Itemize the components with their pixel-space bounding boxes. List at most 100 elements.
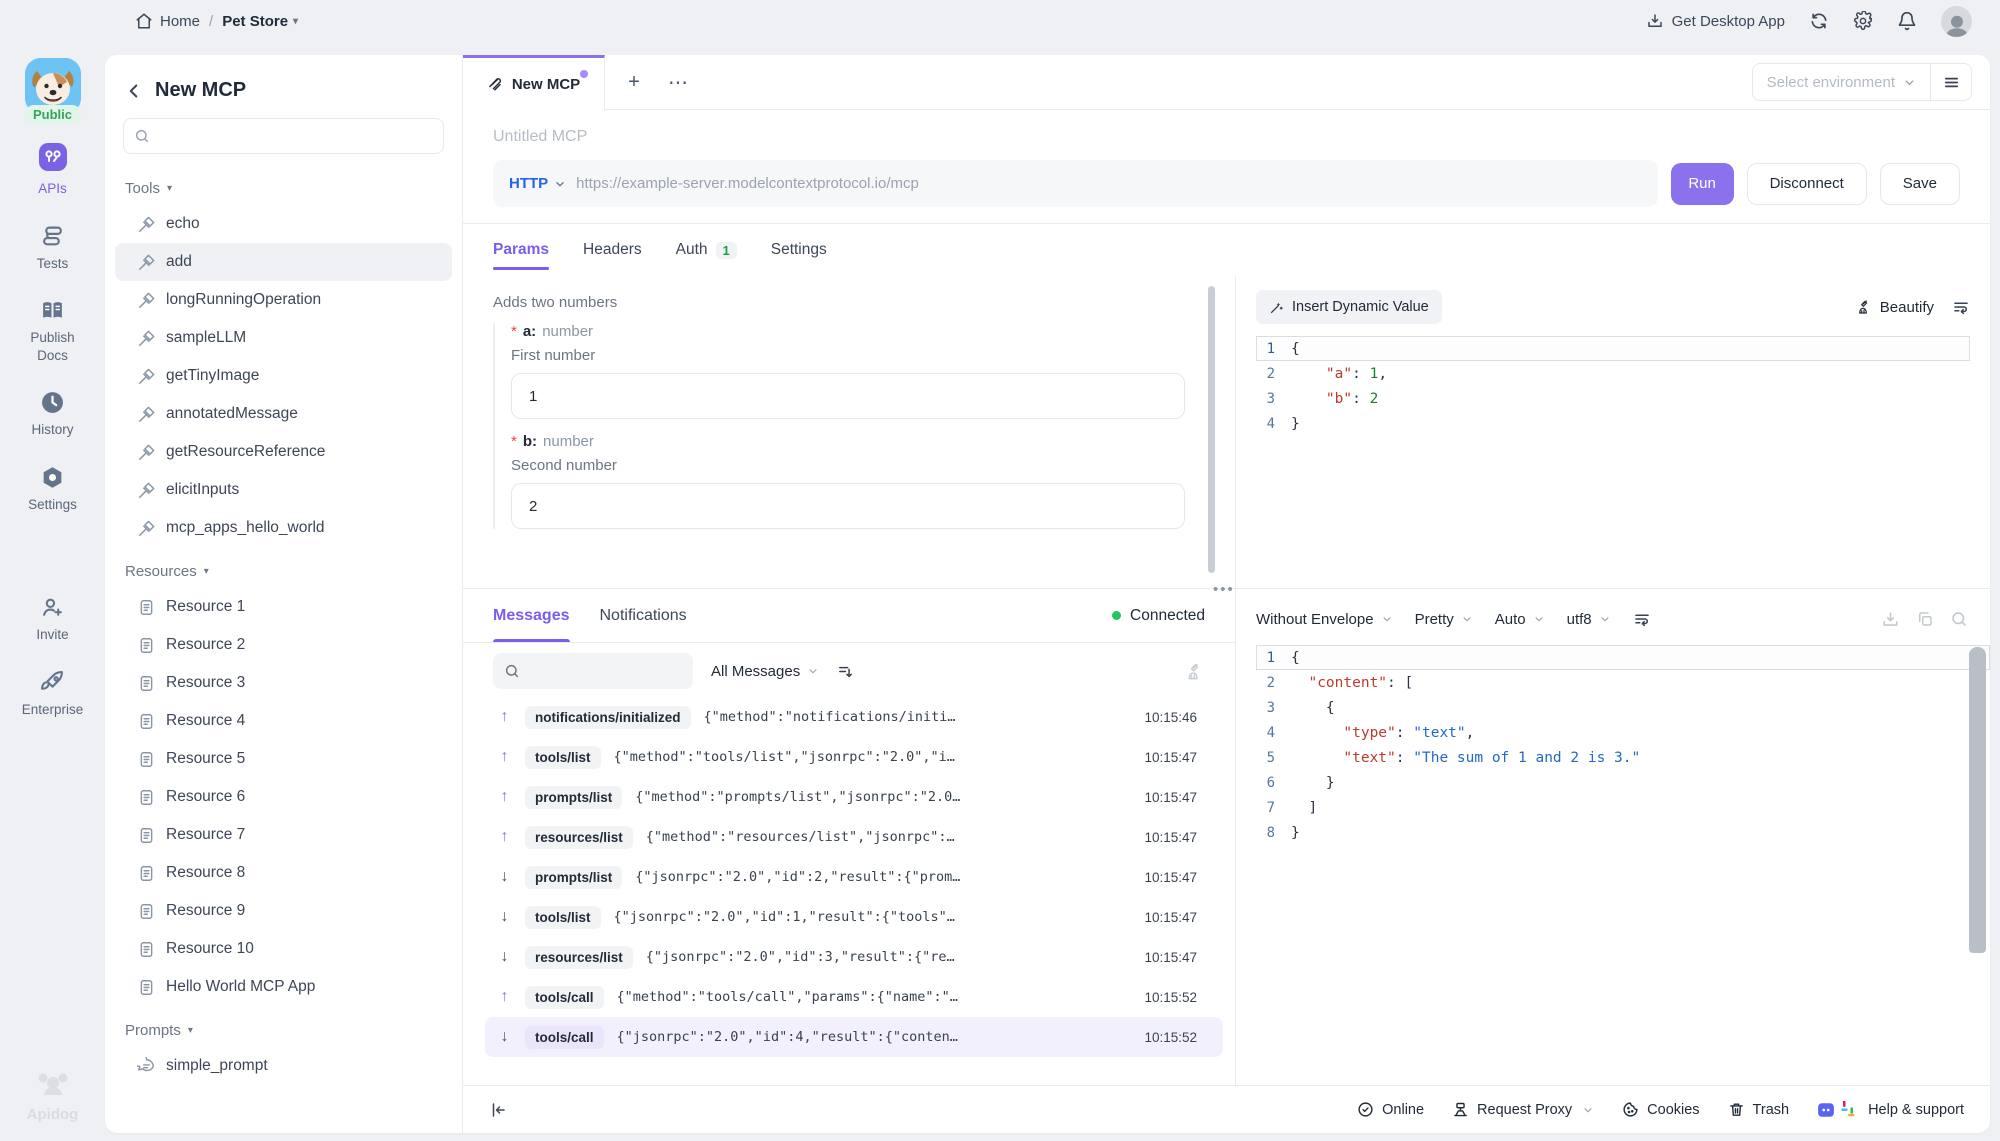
sidebar-item-longrunningoperation[interactable]: longRunningOperation [115,281,452,319]
sidebar-item-elicitinputs[interactable]: elicitInputs [115,471,452,509]
request-body-code[interactable]: 1{2 "a": 1, 3 "b": 2 4} [1256,336,1970,588]
code-line[interactable]: 3 "b": 2 [1256,386,1970,411]
rail-item-history[interactable]: History [31,390,74,439]
sidebar-item-resource-5[interactable]: Resource 5 [115,740,452,778]
trash-button[interactable]: Trash [1728,1101,1789,1118]
mode-select[interactable]: Auto [1495,611,1545,628]
code-line[interactable]: 6 } [1256,770,1990,795]
tab-more-button[interactable]: ⋯ [668,71,688,94]
message-row[interactable]: ↓ prompts/list {"jsonrpc":"2.0","id":2,"re… [485,857,1223,897]
save-button[interactable]: Save [1879,162,1960,205]
message-row[interactable]: ↑ resources/list {"method":"resources/list… [485,817,1223,857]
code-line[interactable]: 8} [1256,820,1990,845]
message-row[interactable]: ↓ tools/list {"jsonrpc":"2.0","id":1,"resu… [485,897,1223,937]
rail-item-enterprise[interactable]: Enterprise [22,670,83,719]
rail-item-tests[interactable]: Tests [37,224,68,273]
params-scrollbar[interactable] [1208,286,1215,573]
encoding-select[interactable]: utf8 [1567,611,1611,628]
request-name-input[interactable]: Untitled MCP [493,128,588,145]
message-filter-select[interactable]: All Messages [711,663,819,680]
disconnect-button[interactable]: Disconnect [1746,162,1867,205]
rail-item-publish-docs[interactable]: Publish Docs [18,298,88,364]
message-row[interactable]: ↑ tools/list {"method":"tools/list","jsonr… [485,737,1223,777]
field-a-input[interactable]: 1 [511,373,1185,419]
sidebar-search-input[interactable] [123,118,444,154]
word-wrap-button[interactable] [1952,298,1970,316]
response-scrollbar[interactable] [1969,647,1986,953]
back-button[interactable] [123,80,145,102]
messages-search-input[interactable] [493,653,693,689]
section-header-resources[interactable]: Resources ▾ [115,547,452,588]
run-button[interactable]: Run [1670,162,1734,205]
message-row[interactable]: ↑ tools/call {"method":"tools/call","param… [485,977,1223,1017]
envelope-select[interactable]: Without Envelope [1256,611,1393,628]
protocol-select[interactable]: HTTP [509,175,566,192]
sidebar-item-resource-7[interactable]: Resource 7 [115,816,452,854]
sidebar-item-resource-6[interactable]: Resource 6 [115,778,452,816]
sidebar-item-add[interactable]: add [115,243,452,281]
code-line[interactable]: 1{ [1256,645,1990,670]
online-status[interactable]: Online [1357,1101,1424,1118]
sidebar-item-samplellm[interactable]: sampleLLM [115,319,452,357]
code-line[interactable]: 4 "type": "text", [1256,720,1990,745]
workspace-switcher[interactable]: Public [23,58,82,124]
sidebar-item-resource-2[interactable]: Resource 2 [115,626,452,664]
message-row[interactable]: ↓ resources/list {"jsonrpc":"2.0","id":3,"… [485,937,1223,977]
code-line[interactable]: 4} [1256,411,1970,436]
message-row[interactable]: ↑ notifications/initialized {"method":"not… [485,697,1223,737]
environment-select[interactable]: Select environment [1753,74,1930,91]
response-body-code[interactable]: 1{2 "content": [3 {4 "type": "text", 5 "t… [1256,645,1990,845]
tab-new-mcp[interactable]: New MCP [463,55,605,110]
code-line[interactable]: 5 "text": "The sum of 1 and 2 is 3." [1256,745,1990,770]
copy-response-button[interactable] [1916,610,1934,628]
tab-auth[interactable]: Auth 1 [676,224,737,276]
tab-messages[interactable]: Messages [493,589,570,642]
sidebar-item-getresourcereference[interactable]: getResourceReference [115,433,452,471]
sidebar-item-simple-prompt[interactable]: simple_prompt [115,1047,452,1085]
section-header-prompts[interactable]: Prompts ▾ [115,1006,452,1047]
message-row[interactable]: ↓ tools/call {"jsonrpc":"2.0","id":4,"resu… [485,1017,1223,1057]
breadcrumb-project[interactable]: Pet Store ▾ [222,13,298,30]
code-line[interactable]: 1{ [1256,336,1970,361]
code-line[interactable]: 7 ] [1256,795,1990,820]
rail-item-invite[interactable]: Invite [36,595,69,644]
environment-manage-button[interactable] [1931,74,1971,91]
insert-dynamic-value-button[interactable]: Insert Dynamic Value [1256,290,1442,324]
user-avatar[interactable] [1941,5,1972,37]
format-select[interactable]: Pretty [1415,611,1473,628]
tab-params[interactable]: Params [493,224,550,276]
collapse-sidebar-button[interactable] [489,1101,507,1119]
beautify-button[interactable]: Beautify [1857,299,1934,316]
pane-resize-handle[interactable]: ••• [1213,581,1235,598]
sync-button[interactable] [1809,11,1829,31]
sidebar-item-resource-9[interactable]: Resource 9 [115,892,452,930]
section-header-tools[interactable]: Tools ▾ [115,164,452,205]
rail-item-apis[interactable]: APIs [36,140,70,198]
sidebar-item-mcp-apps-hello-world[interactable]: mcp_apps_hello_world [115,509,452,547]
download-response-button[interactable] [1881,610,1900,629]
sidebar-item-gettinyimage[interactable]: getTinyImage [115,357,452,395]
breadcrumb-home[interactable]: Home [135,12,200,30]
url-input[interactable]: HTTP https://example-server.modelcontext… [493,160,1658,207]
rail-item-settings[interactable]: Settings [28,465,77,514]
tab-headers[interactable]: Headers [583,224,642,276]
response-word-wrap-button[interactable] [1633,610,1651,628]
settings-button[interactable] [1853,11,1873,31]
clear-messages-button[interactable] [1186,662,1205,681]
tab-notifications[interactable]: Notifications [600,589,687,642]
tab-request-settings[interactable]: Settings [771,224,827,276]
message-row[interactable]: ↑ prompts/list {"method":"prompts/list","j… [485,777,1223,817]
sidebar-item-hello-world-mcp-app[interactable]: Hello World MCP App [115,968,452,1006]
search-response-button[interactable] [1950,610,1968,628]
request-proxy-button[interactable]: Request Proxy [1452,1101,1594,1118]
field-b-input[interactable]: 2 [511,483,1185,529]
sidebar-item-echo[interactable]: echo [115,205,452,243]
code-line[interactable]: 2 "content": [ [1256,670,1990,695]
sort-messages-button[interactable] [837,663,854,680]
sidebar-item-resource-8[interactable]: Resource 8 [115,854,452,892]
notifications-button[interactable] [1897,11,1917,31]
code-line[interactable]: 2 "a": 1, [1256,361,1970,386]
sidebar-item-resource-4[interactable]: Resource 4 [115,702,452,740]
sidebar-item-resource-10[interactable]: Resource 10 [115,930,452,968]
get-desktop-app-button[interactable]: Get Desktop App [1646,12,1785,30]
